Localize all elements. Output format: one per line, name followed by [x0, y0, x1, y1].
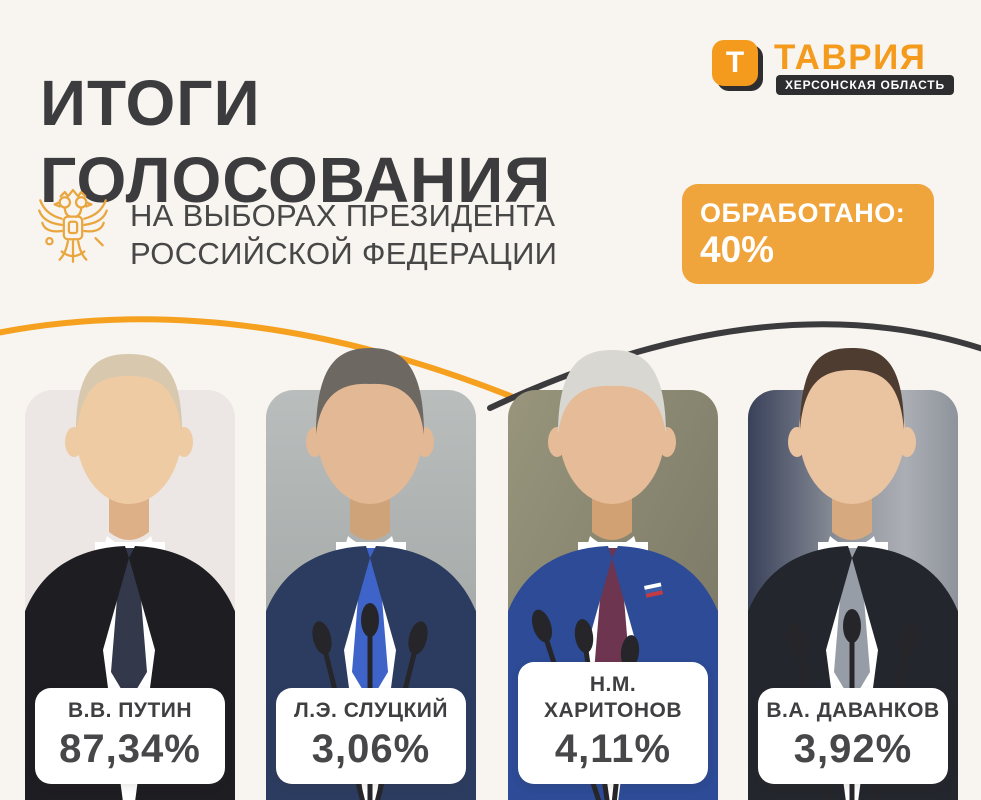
head — [317, 360, 423, 504]
head — [76, 360, 182, 504]
title-line-1: ИТОГИ — [40, 66, 261, 139]
candidate-card-putin: В.В. ПУТИН 87,34% — [25, 320, 235, 800]
eagle-center-crown — [67, 188, 79, 197]
result-label: Н.М. ХАРИТОНОВ 4,11% — [518, 662, 708, 784]
eagle-shield — [62, 215, 84, 241]
candidate-name: В.В. ПУТИН — [67, 699, 193, 722]
head — [799, 360, 905, 504]
result-label: В.В. ПУТИН 87,34% — [35, 688, 225, 784]
candidate-card-davankov: В.А. ДАВАНКОВ 3,92% — [748, 320, 958, 800]
eagle-right-head — [74, 196, 88, 209]
page-subtitle: НА ВЫБОРАХ ПРЕЗИДЕНТА РОССИЙСКОЙ ФЕДЕРАЦ… — [130, 197, 557, 273]
logo-region-badge: ХЕРСОНСКАЯ ОБЛАСТЬ — [776, 75, 954, 95]
candidate-card-kharitonov: Н.М. ХАРИТОНОВ 4,11% — [508, 320, 718, 800]
double-headed-eagle-icon — [38, 188, 108, 263]
candidate-percent: 87,34% — [59, 727, 201, 771]
head — [559, 360, 665, 504]
hair — [316, 348, 424, 435]
eagle-right-wing — [83, 199, 107, 220]
hair — [800, 348, 904, 430]
subtitle-line-2: РОССИЙСКОЙ ФЕДЕРАЦИИ — [130, 236, 558, 271]
candidate-percent: 4,11% — [554, 727, 672, 771]
subtitle-line-1: НА ВЫБОРАХ ПРЕЗИДЕНТА — [130, 198, 556, 233]
logo-name: ТАВРИЯ — [774, 38, 927, 77]
logo-tile-icon: Т — [712, 40, 758, 86]
eagle-left-head — [58, 196, 72, 209]
candidate-name: Л.Э. СЛУЦКИЙ — [294, 699, 448, 722]
processed-label: ОБРАБОТАНО: — [700, 198, 906, 228]
candidate-name: В.А. ДАВАНКОВ — [766, 699, 940, 722]
candidate-percent: 3,06% — [311, 727, 431, 771]
processed-badge: ОБРАБОТАНО: 40% — [682, 184, 934, 284]
arc-orange — [0, 316, 533, 407]
page-title: ИТОГИ ГОЛОСОВАНИЯ — [40, 65, 551, 219]
result-label: В.А. ДАВАНКОВ 3,92% — [758, 688, 948, 784]
eagle-left-wing — [39, 199, 63, 220]
hair — [558, 350, 666, 435]
eagle-tail — [58, 240, 70, 261]
candidate-name: Н.М. ХАРИТОНОВ — [543, 673, 683, 722]
processed-value: 40% — [700, 229, 775, 270]
logo-tile-letter: Т — [725, 46, 745, 79]
tavria-logo: Т ТАВРИЯ ХЕРСОНСКАЯ ОБЛАСТЬ — [712, 38, 954, 95]
candidate-percent: 3,92% — [793, 727, 913, 771]
arc-dark — [487, 321, 981, 411]
title-line-2: ГОЛОСОВАНИЯ — [40, 143, 552, 216]
flag-pin — [644, 582, 664, 598]
result-label: Л.Э. СЛУЦКИЙ 3,06% — [276, 688, 466, 784]
hair — [76, 354, 182, 432]
candidate-card-slutsky: Л.Э. СЛУЦКИЙ 3,06% — [266, 320, 476, 800]
